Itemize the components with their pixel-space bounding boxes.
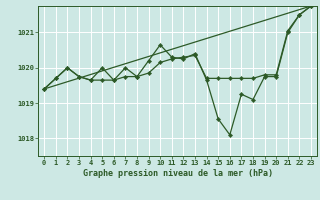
X-axis label: Graphe pression niveau de la mer (hPa): Graphe pression niveau de la mer (hPa) — [83, 169, 273, 178]
